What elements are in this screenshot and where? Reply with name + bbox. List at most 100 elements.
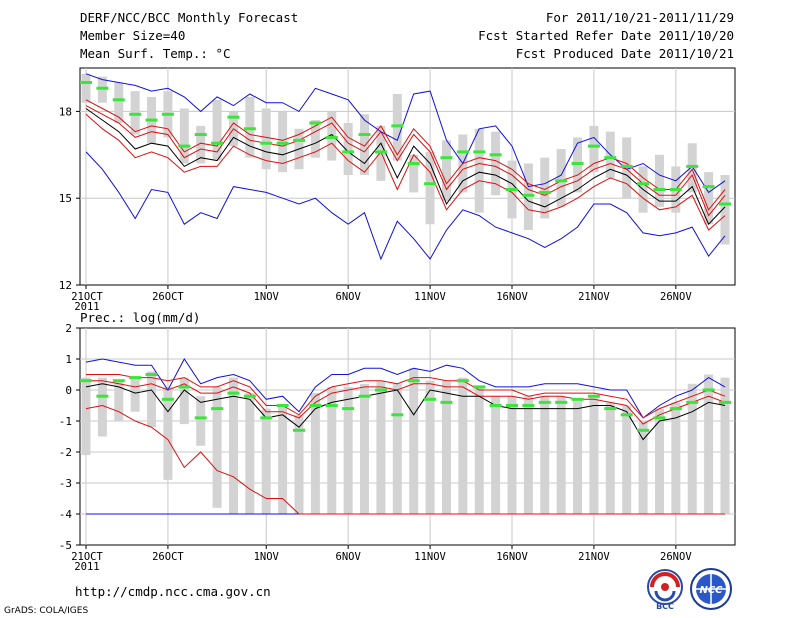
- percentile-bar: [179, 377, 189, 425]
- percentile-bar: [540, 157, 550, 219]
- percentile-bar: [376, 380, 386, 514]
- percentile-bar: [81, 377, 91, 456]
- forecast-started-date: Fcst Started Refer Date 2011/10/20: [478, 28, 734, 43]
- percentile-bar: [540, 396, 550, 514]
- x-tick-label: 6NOV: [336, 291, 362, 303]
- percentile-bar: [589, 125, 599, 173]
- percentile-bar: [507, 396, 517, 514]
- percentile-bar: [228, 377, 238, 514]
- percentile-bar: [360, 383, 370, 514]
- percentile-bar: [720, 175, 730, 245]
- percentile-bar: [294, 414, 304, 514]
- percentile-bar: [409, 368, 419, 514]
- percentile-bar: [327, 386, 337, 514]
- percentile-bar: [654, 154, 664, 207]
- percentile-bar: [278, 405, 288, 514]
- panel-title: Prec.: log(mm/d): [80, 310, 200, 325]
- percentile-bar: [261, 108, 271, 170]
- y-tick-label: -3: [59, 477, 72, 490]
- x-tick-label: 26OCT: [152, 291, 184, 303]
- grads-credit: GrADS: COLA/IGES: [4, 606, 89, 616]
- y-tick-label: 1: [65, 353, 72, 366]
- percentile-bar: [654, 408, 664, 514]
- percentile-bar: [671, 402, 681, 514]
- percentile-bar: [622, 405, 632, 514]
- variable-label: Mean Surf. Temp.: °C: [80, 46, 231, 61]
- percentile-bar: [163, 386, 173, 480]
- forecast-period: For 2011/10/21-2011/11/29: [545, 10, 734, 25]
- x-tick-label: 26OCT: [152, 551, 184, 563]
- percentile-bar: [310, 120, 320, 158]
- percentile-bar: [573, 399, 583, 514]
- percentile-bar: [114, 380, 124, 421]
- percentile-bar: [343, 386, 353, 514]
- y-tick-label: -5: [59, 539, 72, 552]
- percentile-bar: [474, 386, 484, 514]
- percentile-bar: [343, 122, 353, 176]
- x-tick-label: 21OCT: [71, 291, 103, 303]
- y-tick-label: 15: [59, 192, 72, 205]
- percentile-bar: [491, 396, 501, 514]
- y-tick-label: -2: [59, 446, 72, 459]
- series-line-p90: [85, 105, 726, 217]
- bcc-logo-text: BCC: [656, 602, 674, 611]
- percentile-bar: [556, 149, 566, 207]
- percentile-bar: [720, 377, 730, 514]
- series-line-mean: [85, 383, 726, 441]
- plot-frame: [79, 67, 736, 286]
- percentile-bar: [212, 99, 222, 161]
- y-tick-label: -1: [59, 415, 72, 428]
- percentile-bar: [147, 371, 157, 428]
- percentile-bar: [130, 377, 140, 412]
- source-url[interactable]: http://cmdp.ncc.cma.gov.cn: [75, 584, 271, 599]
- x-tick-label: 16NOV: [496, 551, 528, 563]
- percentile-bar: [704, 374, 714, 514]
- percentile-bar: [425, 380, 435, 514]
- percentile-bar: [196, 125, 206, 164]
- x-year-label: 2011: [74, 301, 99, 313]
- y-tick-label: 0: [65, 384, 72, 397]
- percentile-bar: [97, 377, 107, 437]
- series-line-p25: [85, 404, 725, 515]
- percentile-bar: [458, 377, 468, 514]
- percentile-bar: [245, 393, 255, 514]
- percentile-bar: [441, 140, 451, 202]
- series-line-mean: [85, 108, 726, 226]
- bcc-logo: BCC: [647, 569, 683, 611]
- percentile-bar: [310, 393, 320, 514]
- x-tick-label: 11NOV: [414, 551, 446, 563]
- x-tick-label: 6NOV: [336, 551, 362, 563]
- percentile-bar: [392, 383, 402, 514]
- percentile-bar: [589, 396, 599, 514]
- x-tick-label: 21NOV: [578, 551, 610, 563]
- percentile-bar: [704, 172, 714, 225]
- x-tick-label: 11NOV: [414, 291, 446, 303]
- ncc-logo-text: NCC: [699, 585, 723, 596]
- percentile-bar: [638, 421, 648, 514]
- x-tick-label: 21NOV: [578, 291, 610, 303]
- series-line-max: [85, 358, 726, 419]
- series-line-max: [85, 151, 726, 261]
- ncc-logo: NCC: [690, 568, 732, 610]
- series-line-p25: [85, 113, 726, 231]
- percentile-bar: [474, 128, 484, 213]
- series-line-min: [85, 73, 726, 194]
- percentile-bar: [409, 154, 419, 193]
- y-tick-label: 18: [59, 105, 72, 118]
- percentile-bar: [179, 108, 189, 164]
- percentile-bar: [441, 380, 451, 514]
- y-tick-label: 12: [59, 279, 72, 292]
- y-tick-label: 2: [65, 322, 72, 335]
- series-line-p75: [85, 99, 726, 211]
- member-size-label: Member Size=40: [80, 28, 186, 43]
- series-line-p75: [86, 380, 726, 425]
- percentile-bar: [556, 396, 566, 514]
- series-line-p90: [86, 374, 726, 419]
- x-year-label: 2011: [74, 561, 99, 573]
- x-tick-label: 26NOV: [660, 291, 692, 303]
- percentile-bar: [491, 131, 501, 196]
- x-tick-label: 16NOV: [496, 291, 528, 303]
- percentile-bar: [523, 396, 533, 514]
- x-tick-label: 21OCT: [71, 551, 103, 563]
- percentile-bar: [261, 408, 271, 514]
